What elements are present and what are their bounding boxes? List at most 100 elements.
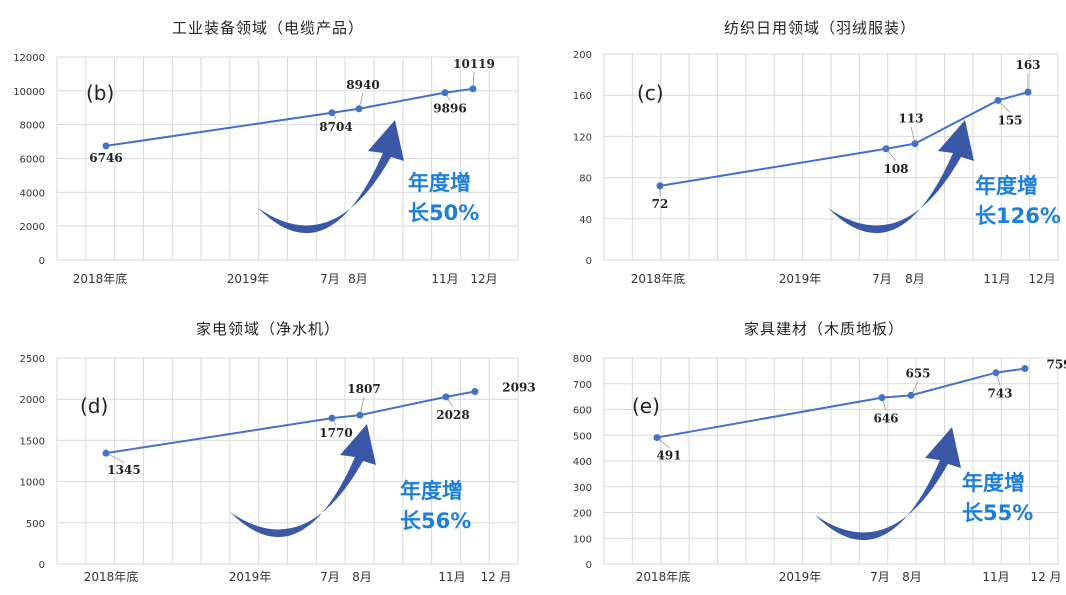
data-label: 8704 bbox=[319, 120, 352, 134]
x-tick-label: 7月 bbox=[872, 272, 892, 286]
data-point bbox=[1024, 88, 1032, 96]
data-label: 743 bbox=[987, 387, 1012, 401]
y-tick-label: 40 bbox=[579, 215, 592, 226]
data-point bbox=[328, 414, 336, 422]
x-tick-label: 8月 bbox=[902, 570, 922, 584]
data-label: 108 bbox=[883, 162, 908, 176]
x-tick-label: 11月 bbox=[983, 272, 1010, 286]
data-label: 6746 bbox=[89, 151, 122, 165]
panel-id-label: (c) bbox=[637, 81, 664, 105]
y-tick-label: 10000 bbox=[13, 87, 45, 98]
x-tick-label: 11月 bbox=[982, 570, 1009, 584]
growth-annotation: 长55% bbox=[962, 501, 1033, 525]
data-point bbox=[653, 434, 661, 442]
data-point bbox=[907, 391, 915, 399]
x-tick-label: 12月 bbox=[470, 272, 497, 286]
chart-title: 纺织日用领域（羽绒服装） bbox=[724, 19, 916, 37]
data-label: 1345 bbox=[107, 463, 140, 477]
x-tick-label: 2018年底 bbox=[84, 569, 139, 584]
y-tick-label: 500 bbox=[573, 431, 592, 442]
y-tick-label: 1500 bbox=[20, 436, 45, 447]
data-label: 491 bbox=[656, 449, 681, 463]
chart-title: 家电领域（净水机） bbox=[196, 320, 340, 338]
data-point bbox=[356, 411, 364, 419]
data-label: 646 bbox=[873, 412, 898, 426]
growth-annotation: 年度增 bbox=[962, 471, 1025, 495]
y-tick-label: 6000 bbox=[20, 155, 45, 166]
y-tick-label: 0 bbox=[586, 560, 592, 571]
y-tick-label: 0 bbox=[39, 256, 45, 267]
y-tick-label: 1000 bbox=[20, 478, 45, 489]
x-tick-label: 2018年底 bbox=[636, 569, 691, 584]
data-point bbox=[882, 145, 890, 153]
data-label: 655 bbox=[905, 366, 930, 380]
y-tick-label: 2500 bbox=[20, 354, 45, 365]
chart-title: 工业装备领域（电缆产品） bbox=[172, 19, 364, 37]
chart-panel: 0 2000 4000 6000 8000 10000 12000 工业装备领域（电缆产品） (… bbox=[13, 19, 519, 286]
x-tick-label: 8月 bbox=[352, 570, 372, 584]
data-label: 2028 bbox=[436, 408, 469, 422]
data-label: 759 bbox=[1046, 358, 1066, 372]
growth-annotation: 年度增 bbox=[400, 479, 463, 503]
data-label: 8940 bbox=[346, 78, 379, 92]
growth-annotation: 长56% bbox=[400, 509, 471, 533]
x-tick-label: 12 月 bbox=[480, 570, 511, 584]
x-tick-label: 11月 bbox=[431, 272, 458, 286]
y-tick-label: 200 bbox=[573, 50, 592, 61]
y-tick-label: 4000 bbox=[20, 188, 45, 199]
x-tick-label: 8月 bbox=[348, 272, 368, 286]
x-tick-label: 7月 bbox=[870, 570, 890, 584]
data-label: 1807 bbox=[347, 382, 380, 396]
x-tick-label: 7月 bbox=[320, 272, 340, 286]
y-tick-label: 500 bbox=[26, 519, 45, 530]
data-point bbox=[102, 449, 110, 457]
x-tick-label: 2019年 bbox=[227, 272, 270, 286]
y-tick-label: 0 bbox=[39, 560, 45, 571]
x-tick-label: 12 月 bbox=[1030, 570, 1061, 584]
y-tick-label: 160 bbox=[573, 91, 592, 102]
data-point bbox=[994, 96, 1002, 104]
y-tick-label: 8000 bbox=[20, 121, 45, 132]
growth-arrow-icon bbox=[815, 427, 961, 541]
x-tick-label: 2019年 bbox=[229, 570, 272, 584]
data-label: 72 bbox=[652, 197, 669, 211]
x-tick-label: 2018年底 bbox=[73, 271, 128, 286]
growth-annotation: 长126% bbox=[975, 204, 1061, 228]
chart-panel: 0 500 1000 1500 2000 2500 家电领域（净水机） (d) 2018年底 20… bbox=[20, 320, 536, 584]
chart-panel: 0 100 200 300 400 500 600 700 800 家具建材（木质地板） (e) 20… bbox=[573, 320, 1066, 584]
data-label: 2093 bbox=[502, 381, 535, 395]
data-point bbox=[328, 109, 336, 117]
x-tick-label: 8月 bbox=[905, 272, 925, 286]
data-point bbox=[471, 388, 479, 396]
data-label: 155 bbox=[997, 113, 1022, 127]
data-label: 163 bbox=[1015, 58, 1040, 72]
x-tick-label: 11月 bbox=[438, 570, 465, 584]
y-tick-label: 700 bbox=[573, 380, 592, 391]
data-point bbox=[442, 393, 450, 401]
y-tick-label: 2000 bbox=[20, 395, 45, 406]
y-tick-label: 100 bbox=[573, 534, 592, 545]
growth-arrow-icon bbox=[828, 120, 974, 234]
x-tick-label: 12月 bbox=[1028, 272, 1055, 286]
y-tick-label: 80 bbox=[579, 174, 592, 185]
data-point bbox=[656, 182, 664, 190]
y-tick-label: 2000 bbox=[20, 222, 45, 233]
data-point bbox=[911, 140, 919, 148]
data-label: 1770 bbox=[319, 426, 352, 440]
y-tick-label: 0 bbox=[586, 256, 592, 267]
growth-annotation: 年度增 bbox=[975, 174, 1038, 198]
x-tick-label: 7月 bbox=[320, 570, 340, 584]
y-tick-label: 300 bbox=[573, 483, 592, 494]
chart-panel: 0 40 80 120 160 200 纺织日用领域（羽绒服装） (c) 2018年底 2019年… bbox=[573, 19, 1061, 286]
data-point bbox=[102, 142, 110, 150]
x-tick-label: 2019年 bbox=[779, 272, 822, 286]
growth-annotation: 年度增 bbox=[408, 171, 471, 195]
data-point bbox=[1021, 365, 1029, 373]
data-label: 9896 bbox=[433, 102, 466, 116]
y-tick-label: 12000 bbox=[13, 53, 45, 64]
x-tick-label: 2019年 bbox=[779, 570, 822, 584]
y-tick-label: 200 bbox=[573, 509, 592, 520]
panel-id-label: (b) bbox=[86, 81, 114, 105]
data-point bbox=[992, 369, 1000, 377]
